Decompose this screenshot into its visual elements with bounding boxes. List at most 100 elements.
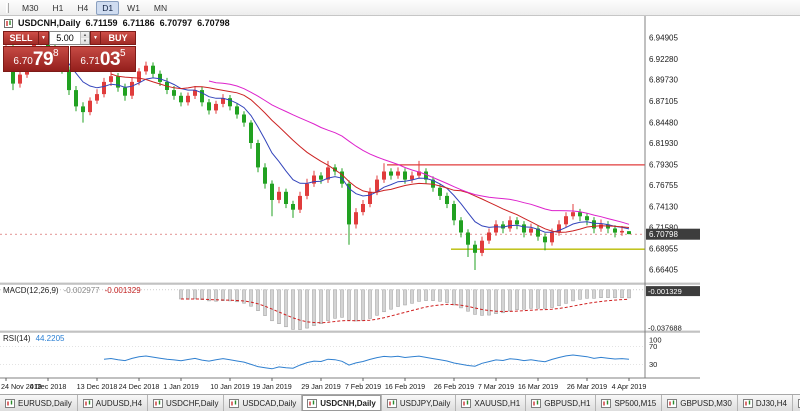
price-axis-labels: 6.94905 6.92280 6.89730 6.87105 6.84480 6.819… [646, 33, 700, 274]
macd-indicator-label: MACD(12,26,9) -0.002977 -0.001329 [3, 286, 141, 295]
macd-name: MACD(12,26,9) [3, 286, 59, 295]
svg-text:6.81930: 6.81930 [649, 139, 678, 148]
chart-icon [742, 398, 753, 408]
chart-tab-usdcnh-daily[interactable]: USDCNH,Daily [302, 395, 382, 411]
bid-price-box[interactable]: 6.70 79 8 [3, 46, 69, 72]
bid-ask-row: 6.70 79 8 6.71 03 5 [3, 46, 136, 72]
pane-splitters [0, 282, 700, 333]
ask-pipette-digit: 5 [120, 48, 126, 59]
svg-text:13 Dec 2018: 13 Dec 2018 [77, 382, 118, 391]
chart-tab-audusd-h4[interactable]: AUDUSD,H4 [77, 395, 149, 411]
chart-tab-label: USDJPY,Daily [399, 398, 451, 408]
timeframe-button-mn[interactable]: MN [153, 2, 168, 13]
macd-axis-labels: 0.001486-0.037688-0.001329 [646, 286, 700, 332]
chart-icon [5, 398, 15, 408]
svg-text:19 Jan 2019: 19 Jan 2019 [252, 382, 292, 391]
chart-icon [461, 398, 472, 408]
rsi-value: 44.2205 [35, 334, 65, 343]
ohlc-close: 6.70798 [197, 18, 230, 28]
chart-tab-xauusd-h1[interactable]: XAUUSD,H1 [456, 395, 527, 411]
ask-big-digits: 03 [99, 49, 121, 70]
macd-main-value: -0.002977 [63, 286, 100, 295]
chart-icon [82, 398, 93, 408]
bid-prefix: 6.70 [13, 56, 33, 67]
svg-text:-0.037688: -0.037688 [648, 323, 682, 332]
svg-text:7 Feb 2019: 7 Feb 2019 [345, 382, 381, 391]
volume-up-icon[interactable]: ▲ [81, 32, 89, 38]
macd-pane [0, 289, 645, 330]
volume-down-icon[interactable]: ▼ [81, 38, 89, 44]
svg-text:26 Mar 2019: 26 Mar 2019 [567, 382, 607, 391]
svg-text:6.87105: 6.87105 [649, 97, 678, 106]
svg-text:4 Dec 2018: 4 Dec 2018 [30, 382, 67, 391]
ohlc-high: 6.71186 [122, 18, 155, 28]
svg-text:1 Jan 2019: 1 Jan 2019 [163, 382, 199, 391]
one-click-trading-widget: SELL ▼ 5.00 ▲ ▼ ▼ BUY 6.70 79 8 6.71 03 [3, 31, 136, 72]
chart-tab-gbpusd-h1[interactable]: GBPUSD,H1 [526, 395, 597, 411]
timeframe-button-m30[interactable]: M30 [22, 2, 39, 13]
chart-icon [153, 398, 164, 408]
svg-text:4 Apr 2019: 4 Apr 2019 [612, 382, 647, 391]
rsi-pane [0, 346, 645, 370]
svg-text:6.94905: 6.94905 [649, 33, 678, 42]
svg-text:-0.001329: -0.001329 [648, 287, 682, 296]
svg-text:6.74130: 6.74130 [649, 203, 678, 212]
chart-symbol-label: USDCNH,Daily [18, 18, 81, 28]
ohlc-low: 6.70797 [159, 18, 193, 28]
volume-value[interactable]: 5.00 [56, 33, 74, 43]
chart-tab-label: GBPUSD,H1 [544, 398, 591, 408]
volume-spinner[interactable]: ▲ ▼ [80, 32, 89, 44]
chart-icon [229, 398, 240, 408]
timeframe-button-d1[interactable]: D1 [96, 0, 120, 15]
svg-text:30: 30 [649, 360, 657, 369]
buy-button[interactable]: BUY [100, 31, 136, 45]
chart-window: 6.94905 6.92280 6.89730 6.87105 6.84480 6.819… [0, 16, 700, 393]
chart-tab-label: USDCAD,Daily [242, 398, 297, 408]
chart-tab-eurusd-daily[interactable]: EURUSD,Daily [0, 395, 78, 411]
svg-text:70: 70 [649, 342, 657, 351]
toolbar-grip[interactable] [6, 2, 9, 13]
moving-average-lines [5, 49, 630, 233]
volume-field[interactable]: 5.00 ▲ ▼ [49, 31, 90, 45]
svg-text:24 Nov 2018: 24 Nov 2018 [1, 382, 42, 391]
chart-tab-label: GBPUSD,M30 [680, 398, 732, 408]
chart-tab-gbpusd-m30[interactable]: GBPUSD,M30 [662, 395, 738, 411]
timeframe-button-w1[interactable]: W1 [127, 2, 140, 13]
chart-tab-tech100-h1[interactable]: TECH100,H1 [792, 395, 800, 411]
timeframe-button-h4[interactable]: H4 [77, 2, 89, 13]
macd-signal-value: -0.001329 [104, 286, 141, 295]
sell-button[interactable]: SELL [3, 31, 39, 45]
svg-text:29 Jan 2019: 29 Jan 2019 [301, 382, 341, 391]
svg-text:7 Mar 2019: 7 Mar 2019 [478, 382, 514, 391]
ask-prefix: 6.71 [80, 56, 100, 67]
chart-tab-sp500-m15[interactable]: SP500,M15 [596, 395, 663, 411]
buy-options-caret-icon[interactable]: ▼ [90, 31, 100, 45]
chart-tab-usdchf-daily[interactable]: USDCHF,Daily [148, 395, 225, 411]
ask-price-box[interactable]: 6.71 03 5 [70, 46, 136, 72]
svg-text:6.68955: 6.68955 [649, 245, 678, 254]
svg-text:6.70798: 6.70798 [649, 230, 678, 239]
chart-tab-bar: EURUSD,Daily AUDUSD,H4 USDCHF,Daily USDCAD,… [0, 394, 800, 411]
chart-tab-usdcad-daily[interactable]: USDCAD,Daily [224, 395, 303, 411]
chart-tab-label: XAUUSD,H1 [474, 398, 521, 408]
sell-options-caret-icon[interactable]: ▼ [39, 31, 49, 45]
svg-text:26 Feb 2019: 26 Feb 2019 [434, 382, 474, 391]
timeframe-toolbar-buttons: M30 H1 H4 D1 W1 MN [15, 0, 174, 15]
chart-tab-usdjpy-daily[interactable]: USDJPY,Daily [381, 395, 457, 411]
chart-tab-label: AUDUSD,H4 [95, 398, 143, 408]
svg-text:6.76755: 6.76755 [649, 181, 678, 190]
rsi-indicator-label: RSI(14) 44.2205 [3, 334, 64, 343]
svg-text:6.92280: 6.92280 [649, 55, 678, 64]
timeframe-toolbar: M30 H1 H4 D1 W1 MN [0, 0, 800, 16]
chart-tab-label: USDCHF,Daily [166, 398, 219, 408]
chart-title: USDCNH,Daily 6.71159 6.71186 6.70797 6.7… [4, 18, 230, 28]
rsi-name: RSI(14) [3, 334, 31, 343]
timeframe-button-h1[interactable]: H1 [52, 2, 64, 13]
svg-text:24 Dec 2018: 24 Dec 2018 [119, 382, 160, 391]
price-chart[interactable]: 6.94905 6.92280 6.89730 6.87105 6.84480 6.819… [0, 16, 700, 393]
chart-icon [601, 398, 612, 408]
chart-tab-dj30-h4[interactable]: DJ30,H4 [737, 395, 793, 411]
svg-text:16 Feb 2019: 16 Feb 2019 [385, 382, 425, 391]
